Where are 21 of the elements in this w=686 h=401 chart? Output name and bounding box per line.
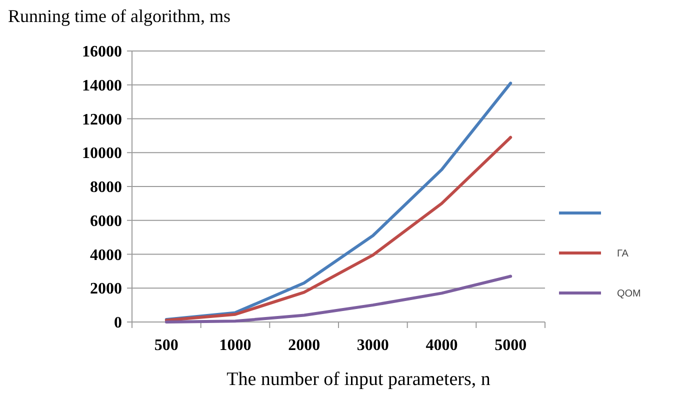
- x-tick-label: 3000: [356, 337, 389, 354]
- y-tick-label: 8000: [90, 179, 122, 196]
- legend-label: ГА: [617, 248, 629, 260]
- y-tick-label: 6000: [90, 212, 122, 230]
- x-tick-label: 500: [154, 337, 178, 354]
- x-tick-label: 1000: [219, 337, 252, 354]
- line-series: [164, 136, 512, 322]
- y-tick-label: 4000: [90, 246, 122, 264]
- y-tick-label: 2000: [90, 280, 122, 298]
- x-tick-label: 5000: [494, 337, 527, 354]
- y-tick-label: 10000: [82, 145, 122, 162]
- x-axis-title: The number of input parameters, n: [226, 369, 491, 390]
- y-tick-label: 12000: [82, 111, 122, 128]
- y-tick-label: 0: [114, 314, 122, 332]
- x-tick-label: 2000: [288, 337, 320, 354]
- line-series: [164, 274, 512, 324]
- y-axis-title: Running time of algorithm, ms: [8, 6, 230, 26]
- y-tick-label: 14000: [82, 77, 122, 94]
- legend-label: QOM: [617, 288, 641, 300]
- y-tick-label: 16000: [82, 44, 122, 61]
- x-tick-label: 4000: [426, 337, 458, 354]
